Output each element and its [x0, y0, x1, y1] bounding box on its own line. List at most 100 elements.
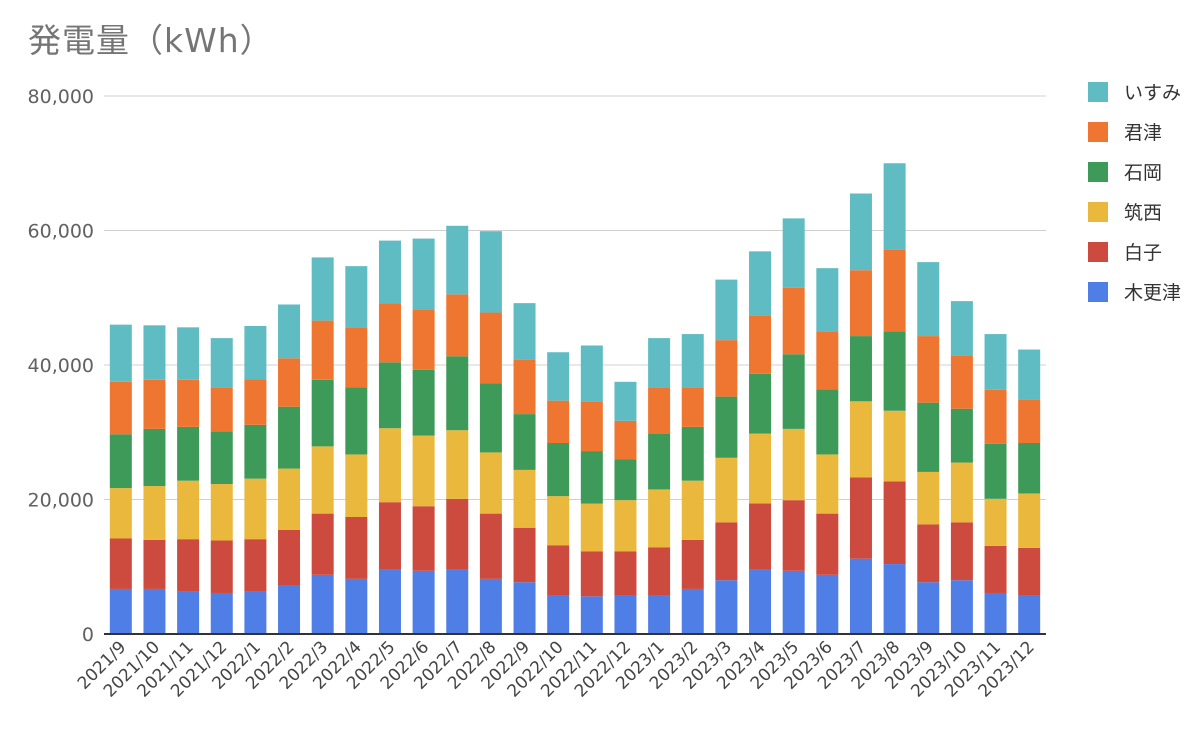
bar-segment [378, 303, 401, 363]
bar-segment [378, 428, 401, 503]
legend-label: 石岡 [1124, 162, 1162, 184]
bar-segment [278, 585, 301, 634]
bar-segment [513, 359, 536, 415]
bar-segment [917, 471, 940, 525]
bar-segment [345, 387, 368, 455]
legend-label: いすみ [1124, 82, 1181, 104]
bar-segment [681, 387, 704, 427]
bar-segment [715, 279, 738, 341]
bar-segment [378, 240, 401, 304]
bar-segment [782, 570, 805, 634]
bar-segment [749, 433, 772, 504]
legend-label: 白子 [1124, 242, 1162, 264]
bar-segment [278, 468, 301, 530]
bar-segment [446, 356, 469, 431]
bar-segment [681, 334, 704, 388]
bar-segment [648, 594, 671, 634]
bar-segment [479, 513, 502, 579]
bar-segment [648, 489, 671, 548]
bar-segment [1018, 399, 1041, 444]
bar-segment [109, 588, 132, 634]
bar-segment [849, 270, 872, 337]
bar-segment [1018, 443, 1041, 494]
bar-segment [210, 484, 233, 541]
bar-segment [917, 336, 940, 403]
y-tick-label: 80,000 [28, 86, 94, 108]
bar-segment [681, 426, 704, 481]
bar-segment [950, 301, 973, 356]
bar-segment [210, 431, 233, 485]
bar-segment [580, 503, 603, 552]
bar-segment [715, 522, 738, 581]
bar-segment [311, 446, 334, 514]
bar-segment [479, 383, 502, 453]
legend-swatch [1088, 162, 1108, 182]
bar-segment [210, 540, 233, 593]
bar-segment [513, 303, 536, 360]
bar-segment [749, 569, 772, 634]
bar-segment [984, 498, 1007, 546]
bar-segment [378, 569, 401, 634]
legend-swatch [1088, 202, 1108, 222]
bar-segment [109, 488, 132, 539]
bar-segment [681, 588, 704, 634]
bar-segment [782, 428, 805, 501]
bar-segment [143, 539, 166, 589]
bar-segment [816, 268, 839, 332]
bar-segment [849, 401, 872, 478]
bar-segment [1018, 547, 1041, 595]
bar-segment [580, 401, 603, 452]
bar-segment [1018, 594, 1041, 634]
bar-segment [782, 218, 805, 288]
bar-segment [883, 564, 906, 634]
bar-segment [210, 338, 233, 388]
bar-segment [311, 513, 334, 575]
bar-segment [816, 331, 839, 390]
bar-segment [311, 257, 334, 321]
axis-layer: 020,00040,00060,00080,0002021/92021/1020… [28, 86, 1046, 701]
bar-segment [412, 309, 435, 370]
bar-segment [177, 539, 200, 592]
bar-segment [446, 430, 469, 499]
bar-segment [749, 503, 772, 570]
bar-segment [849, 477, 872, 559]
bar-segment [580, 596, 603, 634]
bar-segment [849, 193, 872, 271]
legend-label: 木更津 [1124, 282, 1181, 304]
bar-segment [177, 426, 200, 481]
bar-segment [816, 513, 839, 575]
bar-segment [479, 452, 502, 514]
bar-segment [950, 355, 973, 409]
bar-segment [244, 539, 267, 592]
bar-segment [210, 592, 233, 634]
bar-segment [143, 428, 166, 487]
bar-segment [177, 591, 200, 634]
legend-swatch [1088, 122, 1108, 142]
bar-segment [244, 424, 267, 479]
bar-segment [782, 354, 805, 429]
legend-swatch [1088, 242, 1108, 262]
bar-segment [614, 594, 637, 634]
legend-label: 筑西 [1124, 202, 1162, 224]
bar-segment [547, 352, 570, 401]
bar-segment [244, 478, 267, 540]
bar-segment [950, 462, 973, 523]
bar-segment [749, 373, 772, 434]
bar-segment [614, 381, 637, 421]
legend-label: 君津 [1124, 122, 1162, 144]
bar-segment [109, 381, 132, 435]
bar-segment [681, 539, 704, 589]
bar-segment [479, 231, 502, 313]
bar-segment [278, 529, 301, 586]
bar-segment [715, 457, 738, 523]
bar-segment [984, 389, 1007, 444]
bar-segment [681, 480, 704, 540]
bar-segment [513, 469, 536, 528]
bar-segment [143, 588, 166, 634]
bar-segment [311, 574, 334, 634]
bar-segment [849, 558, 872, 634]
bar-segment [412, 570, 435, 634]
bar-segment [412, 435, 435, 507]
bar-segment [143, 486, 166, 540]
